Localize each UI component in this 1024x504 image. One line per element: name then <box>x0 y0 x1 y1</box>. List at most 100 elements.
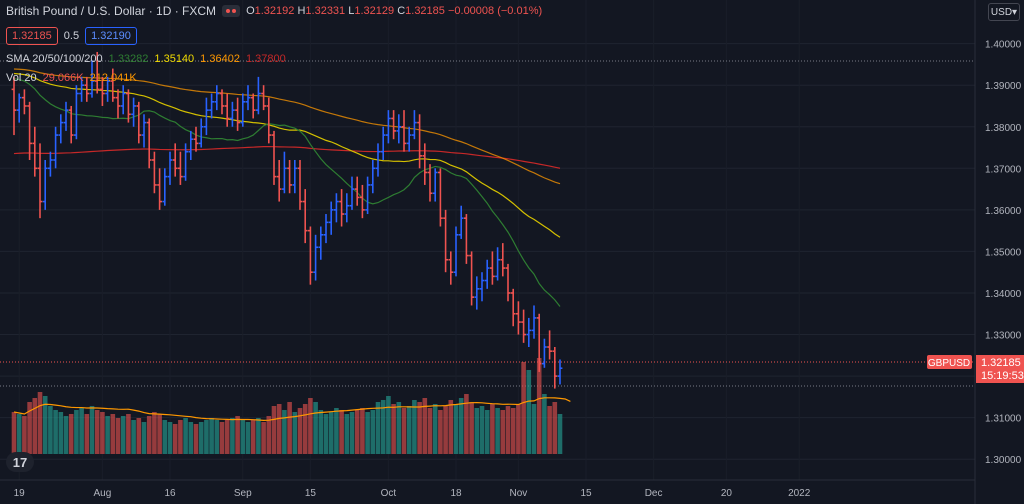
volume-bar <box>412 400 417 454</box>
ohlc-bar <box>432 168 438 202</box>
ohlc-bar <box>214 85 220 111</box>
ohlc-bar <box>448 251 454 285</box>
tradingview-logo[interactable]: 17 <box>6 452 34 472</box>
currency-label[interactable]: USD <box>990 6 1013 18</box>
volume-bar <box>432 404 438 454</box>
ohlc-bar <box>412 110 417 140</box>
volume-bar <box>42 396 48 454</box>
sell-price-button[interactable]: 1.32185 <box>6 27 58 45</box>
volume-bar <box>79 408 84 454</box>
time-tick-label: 20 <box>721 488 733 499</box>
ohlc-bar <box>490 251 495 285</box>
symbol-title[interactable]: British Pound / U.S. Dollar · 1D · FXCM <box>6 4 217 18</box>
volume-bar <box>209 418 214 454</box>
chevron-down-icon: ▾ <box>1012 6 1018 18</box>
ohlc-bar <box>115 89 121 119</box>
ohlc-bar <box>360 184 365 219</box>
ohlc-bar <box>141 114 147 148</box>
ohlc-bar <box>505 263 511 302</box>
time-axis[interactable]: 19 Aug 16 Sep 15 Oct 18 Nov 15 Dec 20 2022 <box>0 479 975 499</box>
volume-bar <box>224 420 230 454</box>
ohlc-bar <box>162 168 168 206</box>
time-tick-label: 19 <box>14 488 26 499</box>
ohlc-bar <box>323 214 329 244</box>
volume-bar <box>193 424 199 454</box>
volume-bar <box>204 420 209 454</box>
volume-bar <box>370 410 376 454</box>
ohlc-bar <box>282 151 287 194</box>
buy-price-button[interactable]: 1.32190 <box>85 27 137 45</box>
ohlc-bar <box>521 309 526 343</box>
ohlc-bar <box>287 160 292 194</box>
ohlc-bar <box>110 68 116 102</box>
volume-bar <box>157 414 162 454</box>
volume-bar <box>490 404 495 454</box>
ohlc-bar <box>58 114 64 144</box>
ohlc-bar <box>318 226 324 260</box>
ohlc-bar <box>89 60 95 98</box>
ohlc-bar <box>100 76 105 106</box>
price-tick-label: 1.33000 <box>985 331 1022 342</box>
time-tick-label: 18 <box>450 488 462 499</box>
sma-200-line <box>13 145 561 169</box>
volume-bar <box>22 416 27 454</box>
volume-bar <box>422 398 428 454</box>
ohlc-bar <box>500 243 506 277</box>
price-tick-label: 1.36000 <box>985 206 1022 217</box>
volume-bar <box>505 406 511 454</box>
volume-bar <box>521 362 526 454</box>
ohlc-bar <box>152 151 157 194</box>
ohlc-bar <box>178 151 183 185</box>
currency-button[interactable]: USD ▾ <box>988 3 1020 21</box>
ohlc-bar <box>308 226 313 285</box>
ohlc-bar <box>276 160 282 202</box>
volume-bar <box>396 402 402 454</box>
volume-bar <box>297 408 303 454</box>
ohlc-bar <box>464 214 469 264</box>
volume-legend[interactable]: Vol 20 29.066K 212.041K <box>6 72 137 84</box>
ohlc-bar <box>79 76 84 102</box>
volume-bar <box>256 418 261 454</box>
ohlc-bar <box>391 110 396 140</box>
ohlc-bar <box>339 189 344 227</box>
ohlc-bar <box>552 347 558 389</box>
volume-bar <box>266 416 272 454</box>
ohlc-bar <box>266 97 272 144</box>
ohlc-bar <box>386 110 391 144</box>
volume-bar <box>120 416 126 454</box>
sma-legend[interactable]: SMA 20/50/100/200 1.33282 1.35140 1.3640… <box>6 53 286 65</box>
volume-bar <box>235 416 240 454</box>
volume-bar <box>536 358 542 454</box>
ohlc-bar <box>536 313 542 372</box>
ohlc-bar <box>136 101 142 144</box>
volume-bar <box>84 414 90 454</box>
vol-label[interactable]: Vol 20 <box>6 72 37 84</box>
volume-bar <box>271 406 277 454</box>
symbol-legend[interactable]: British Pound / U.S. Dollar · 1D · FXCM … <box>6 4 542 18</box>
ohlc-bar <box>204 97 209 136</box>
ohlc-bar <box>484 259 490 289</box>
volume-bar <box>261 422 266 454</box>
price-grid <box>0 43 975 460</box>
volume-bar <box>292 412 298 454</box>
spread-value: 0.5 <box>63 30 80 42</box>
sma50-value: 1.35140 <box>154 53 195 65</box>
ohlc-bar <box>396 114 402 144</box>
volume-bar <box>74 410 79 454</box>
price-tick-label: 1.34000 <box>985 289 1022 300</box>
volume-bar <box>198 422 204 454</box>
volume-bar <box>287 402 292 454</box>
volume-bar <box>100 412 105 454</box>
ohlc-bar <box>328 201 334 235</box>
volume-bar <box>16 414 22 454</box>
volume-ma-line <box>13 397 571 422</box>
volume-bar <box>365 412 370 454</box>
sma-label[interactable]: SMA 20/50/100/200 <box>6 53 103 65</box>
ohlc-bar <box>120 85 126 115</box>
ohlc-bar <box>157 168 162 210</box>
price-axis[interactable]: 1.40000 1.39000 1.38000 1.37000 1.36000 1.350… <box>974 0 1022 504</box>
market-status-icon[interactable] <box>222 5 241 17</box>
ohlc-bar <box>313 234 318 281</box>
trade-buttons[interactable]: 1.32185 0.5 1.32190 <box>6 27 137 45</box>
